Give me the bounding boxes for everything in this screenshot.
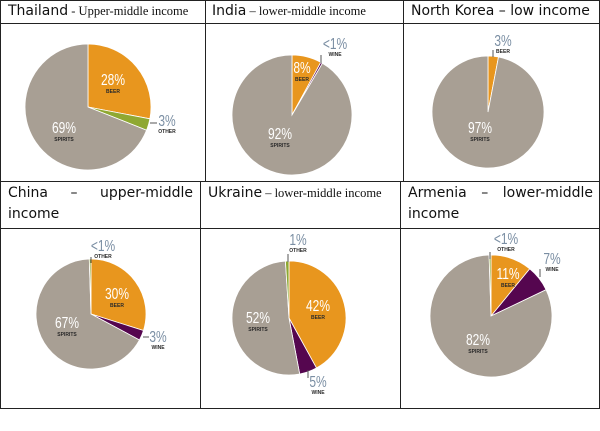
pie-slice-spirits: [431, 55, 545, 169]
country-name: Ukraine: [208, 185, 263, 201]
data-label-percent: 92%: [268, 124, 292, 142]
data-label-percent: 1%: [289, 230, 307, 248]
data-label-percent: 3%: [494, 31, 512, 49]
data-label-percent: 30%: [105, 284, 129, 302]
data-label-percent: 82%: [466, 330, 490, 348]
data-label-percent: 3%: [158, 111, 176, 129]
income-level: lower-middle income: [258, 4, 366, 18]
data-label-category: SPIRITS: [470, 137, 490, 143]
data-label-category: SPIRITS: [57, 332, 77, 338]
income-level-cont: income: [8, 206, 60, 222]
data-label-category: SPIRITS: [468, 349, 488, 355]
separator: –: [481, 185, 489, 201]
data-label-category: WINE: [328, 52, 342, 58]
data-label-percent: 11%: [496, 264, 519, 282]
table-border: [403, 0, 404, 181]
data-label-category: SPIRITS: [270, 143, 290, 149]
data-label-percent: 28%: [101, 70, 125, 88]
pie-slice-spirits: [35, 258, 141, 370]
pie-slice-spirits: [231, 54, 353, 176]
separator: -: [68, 4, 79, 18]
data-label-category: OTHER: [158, 129, 176, 135]
pie-slice-beer: [90, 258, 147, 332]
pie-chart-china: 30%BEER 3%WINE 67%SPIRITS <1%OTHER: [35, 236, 167, 370]
data-label-category: BEER: [501, 283, 515, 289]
data-label-percent: 97%: [468, 118, 492, 136]
data-label-percent: 67%: [55, 313, 79, 331]
data-label-category: BEER: [311, 315, 325, 321]
income-level: lower-middle: [502, 185, 594, 201]
data-label-category: BEER: [295, 77, 309, 83]
data-label-category: OTHER: [497, 247, 515, 253]
separator: –: [262, 186, 275, 200]
pie-chart-armenia: 11%BEER 7%WINE 82%SPIRITS <1%OTHER: [429, 229, 561, 378]
table-border: [200, 181, 201, 409]
cell-title-china: China – upper-middle income: [8, 183, 193, 225]
cell-title-north-korea: North Korea – low income: [411, 1, 590, 22]
pie-slice-other: [284, 260, 290, 319]
cell-title-india: India – lower-middle income: [212, 1, 366, 22]
data-label-category: BEER: [496, 49, 510, 55]
data-label-percent: 5%: [309, 372, 327, 390]
data-label-percent: <1%: [494, 229, 519, 247]
table-border: [0, 0, 1, 409]
data-label-category: OTHER: [289, 248, 307, 254]
data-label-category: BEER: [106, 89, 120, 95]
income-level: upper-middle: [100, 185, 194, 201]
data-label-category: OTHER: [94, 254, 112, 260]
table-border: [0, 0, 600, 1]
pie-slice-spirits: [231, 260, 301, 376]
data-label-category: SPIRITS: [248, 327, 268, 333]
pie-slice-spirits: [24, 43, 148, 171]
table-border: [0, 23, 600, 24]
country-name: Thailand: [8, 3, 69, 19]
data-label-category: SPIRITS: [54, 137, 74, 143]
country-name: North Korea – low income: [411, 3, 590, 19]
pie-slice-beer: [288, 260, 347, 369]
data-label-percent: 52%: [246, 308, 270, 326]
cell-title-thailand: Thailand - Upper-middle income: [8, 1, 188, 22]
table-border: [0, 181, 600, 182]
data-label-percent: 7%: [543, 249, 561, 267]
pie-chart-thailand: 28%BEER 3%OTHER 69%SPIRITS: [24, 43, 176, 171]
country-name: Armenia: [408, 185, 467, 201]
country-name: China: [8, 185, 48, 201]
title-line: Armenia – lower-middle: [408, 183, 593, 204]
data-label-percent: <1%: [91, 236, 116, 254]
income-level: Upper-middle income: [78, 4, 189, 18]
data-label-category: BEER: [110, 303, 124, 309]
data-label-percent: 8%: [293, 58, 311, 76]
data-label-percent: 42%: [306, 296, 330, 314]
data-label-category: WINE: [151, 345, 165, 351]
data-label-percent: 69%: [52, 118, 76, 136]
pie-chart-north-korea: 3%BEER 97%SPIRITS: [431, 31, 545, 169]
cell-title-ukraine: Ukraine – lower-middle income: [208, 183, 382, 204]
income-level-cont: income: [408, 206, 460, 222]
separator: –: [70, 185, 78, 201]
pie-chart-ukraine: 42%BEER 5%WINE 52%SPIRITS 1%OTHER: [231, 230, 347, 396]
data-label-percent: <1%: [323, 34, 348, 52]
separator: –: [246, 4, 259, 18]
pie-slice-beer: [87, 43, 152, 120]
pie-chart-india: 8%BEER <1%WINE 92%SPIRITS: [231, 34, 353, 176]
data-label-percent: 3%: [149, 327, 167, 345]
title-line: China – upper-middle: [8, 183, 193, 204]
country-name: India: [212, 3, 247, 19]
cell-title-armenia: Armenia – lower-middle income: [408, 183, 593, 225]
data-label-category: WINE: [545, 267, 559, 273]
table-border: [400, 181, 401, 409]
income-level: lower-middle income: [274, 186, 382, 200]
table-border: [205, 0, 206, 181]
table-border: [0, 228, 600, 229]
data-label-category: WINE: [311, 390, 325, 396]
table-border: [0, 408, 600, 409]
